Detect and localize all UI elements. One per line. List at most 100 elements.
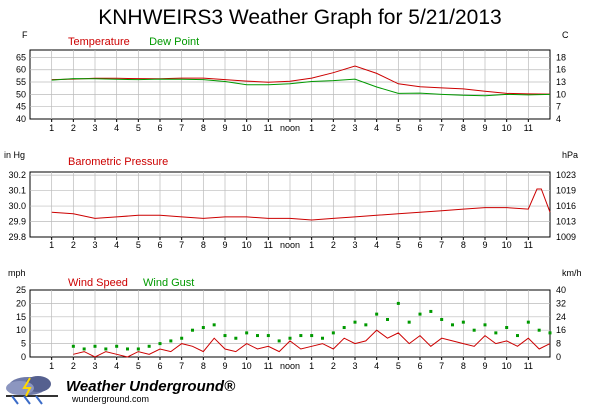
wu-logo[interactable] [0,372,240,405]
y-tick-label-left: 30.2 [8,170,26,180]
wind-gust-point [147,344,151,348]
y-tick-label-right: 1013 [556,217,576,227]
wu-logo-url: wunderground.com [72,394,150,404]
y-tick-label-left: 29.8 [8,232,26,242]
wind-gust-point [364,323,368,327]
y-tick-label-left: 5 [21,339,26,349]
wind-gust-point [331,331,335,335]
y-tick-label-right: 18 [556,52,566,62]
unit-left-label: F [22,30,28,40]
wind-gust-point [71,344,75,348]
cloud-lightning-icon [6,376,58,405]
wind-gust-point [245,331,249,335]
wind-gust-point [353,320,357,324]
unit-left-label: mph [8,268,26,278]
y-tick-label-right: 0 [556,352,561,362]
y-tick-label-right: 4 [556,114,561,124]
wind-gust-point [407,320,411,324]
wind-gust-point [234,336,238,340]
legend-entry: Dew Point [149,36,199,48]
wind-speed-line [73,329,551,358]
wind-gust-point [212,323,216,327]
x-tick-label: 2 [331,361,336,371]
wind-gust-point [451,323,454,327]
x-tick-label: 9 [222,123,227,133]
x-tick-label: 9 [482,123,487,133]
x-tick-label: 6 [157,361,162,371]
y-tick-label-left: 60 [16,65,26,75]
wind-gust-point [299,334,303,338]
unit-left-label: in Hg [4,150,25,160]
wind-gust-point [440,317,444,321]
x-tick-label: 2 [71,123,76,133]
x-tick-label: 7 [179,240,184,250]
x-tick-label: 11 [264,240,273,250]
x-tick-label: 7 [179,123,184,133]
x-tick-label: 3 [92,123,97,133]
x-tick-label: 8 [461,361,466,371]
wind-gust-point [277,339,281,343]
y-tick-label-left: 30.1 [8,186,26,196]
unit-right-label: km/h [562,268,582,278]
x-tick-label: 6 [157,123,162,133]
y-tick-label-left: 45 [16,102,26,112]
wind-gust-point [505,326,509,330]
wind-gust-point [537,328,541,332]
x-tick-label: 11 [524,123,533,133]
wind-gust-point [321,336,324,340]
wind-gust-point [418,312,422,316]
y-tick-label-right: 10 [556,89,566,99]
x-tick-label: 7 [439,123,444,133]
x-tick-label: 11 [524,240,533,250]
x-tick-label: 6 [157,240,162,250]
x-tick-label: 4 [374,240,379,250]
wu-logo-name: Weather Underground® [66,378,236,395]
wind-gust-point [310,334,314,338]
x-tick-label: 9 [222,361,227,371]
wind-gust-point [342,326,346,330]
x-tick-label: 8 [201,361,206,371]
x-tick-label: 2 [71,361,76,371]
y-tick-label-right: 8 [556,339,561,349]
x-tick-label: 5 [136,240,141,250]
x-tick-label: 3 [352,123,357,133]
legend-entry: Temperature [68,36,130,48]
x-tick-label: 6 [417,361,422,371]
wind-gust-point [266,334,270,338]
x-tick-label: 1 [49,240,54,250]
x-tick-label: 6 [417,240,422,250]
y-tick-label-right: 7 [556,102,561,112]
x-tick-label: 3 [352,361,357,371]
x-tick-label: 3 [92,240,97,250]
x-tick-label: 7 [439,361,444,371]
y-tick-label-left: 55 [16,77,26,87]
y-tick-label-left: 30.0 [8,201,26,211]
x-tick-label: 1 [309,240,314,250]
wind-gust-point [126,347,129,351]
wind-gust-point [201,326,205,330]
wind-gust-point [429,309,433,313]
wind-gust-point [256,334,259,338]
y-tick-label-left: 50 [16,89,26,99]
x-tick-label: 1 [309,123,314,133]
temperature-line [51,65,551,95]
y-tick-label-left: 65 [16,52,26,62]
y-tick-label-left: 20 [16,298,26,308]
x-tick-label: 4 [374,361,379,371]
y-tick-label-right: 1009 [556,232,576,242]
x-tick-label: 6 [417,123,422,133]
x-tick-label: 11 [524,361,533,371]
wind-gust-point [526,320,530,324]
y-tick-label-right: 1019 [556,186,576,196]
x-tick-label: 1 [309,361,314,371]
wind-gust-point [93,344,97,348]
y-tick-label-right: 32 [556,298,566,308]
x-tick-label: 10 [242,123,252,133]
page-title: KNHWEIRS3 Weather Graph for 5/21/2013 [98,6,502,29]
x-tick-label: 4 [114,361,119,371]
unit-right-label: C [562,30,569,40]
x-tick-label: 9 [482,240,487,250]
x-tick-label: noon [280,123,300,133]
y-tick-label-right: 24 [556,312,566,322]
